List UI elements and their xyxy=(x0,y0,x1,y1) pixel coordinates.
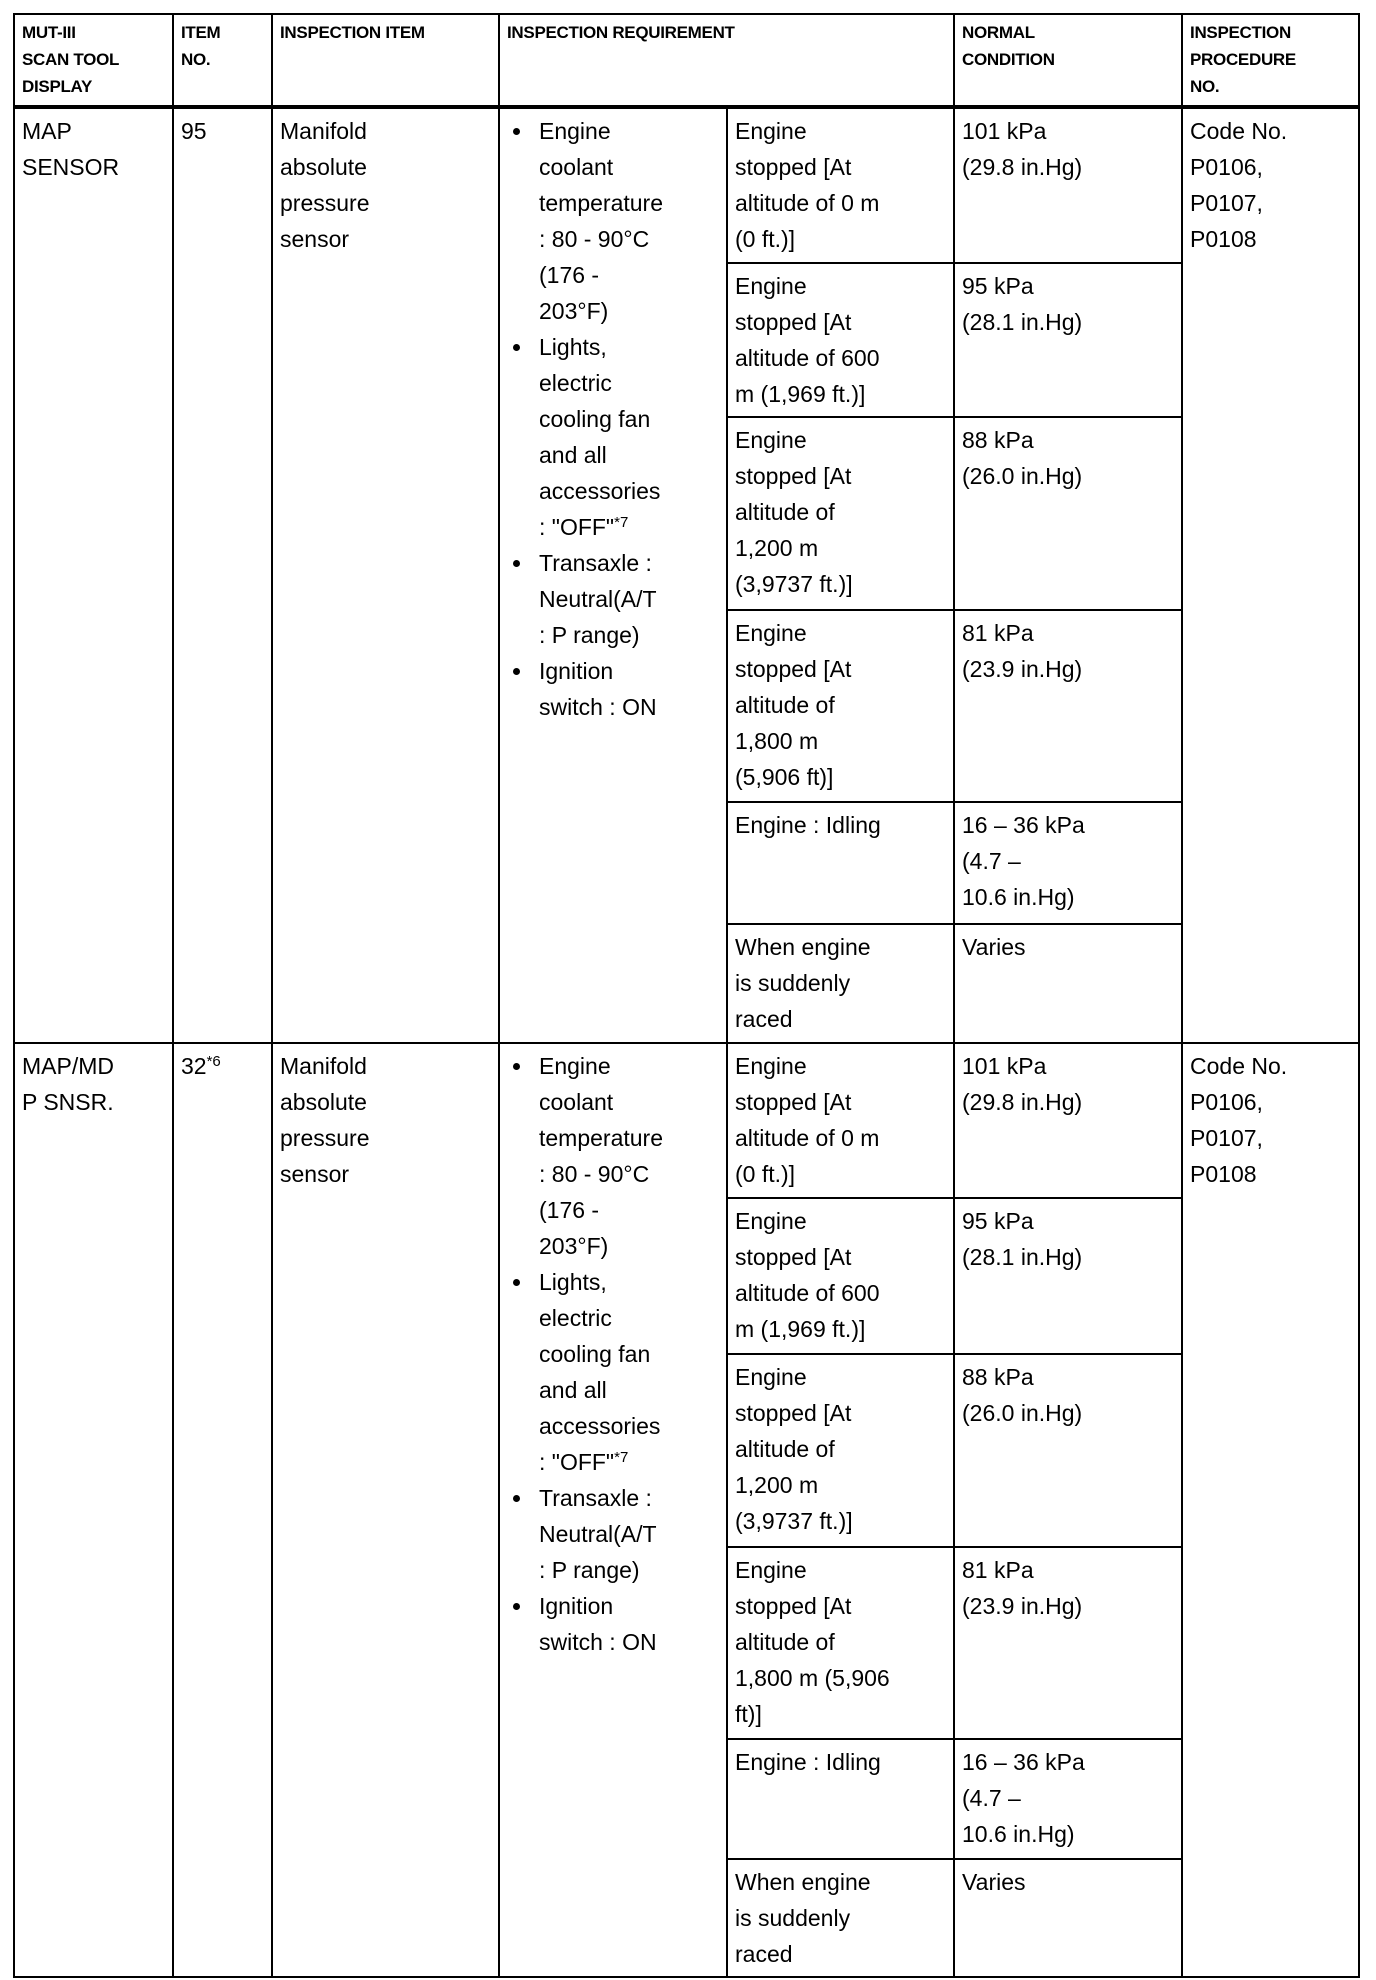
normal-condition: 101 kPa (29.8 in.Hg) xyxy=(953,1042,1184,1199)
inspection-item: Manifold absolute pressure sensor xyxy=(271,1042,500,1978)
normal-condition: 81 kPa (23.9 in.Hg) xyxy=(953,609,1184,803)
table-row: When engine is suddenly raced Varies xyxy=(14,923,1359,1044)
requirement-item: Lights, electric cooling fan and all acc… xyxy=(513,329,719,545)
procedure-no: Code No. P0106, P0107, P0108 xyxy=(1181,1042,1361,1978)
condition-state: Engine stopped [At altitude of 1,800 m (… xyxy=(725,609,956,803)
requirement-footnote: *7 xyxy=(614,514,629,531)
normal-condition: 16 – 36 kPa (4.7 – 10.6 in.Hg) xyxy=(953,801,1184,925)
requirement-item: Transaxle : Neutral(A/T : P range) xyxy=(513,1480,719,1588)
inspection-requirement-list: Engine coolant temperature : 80 - 90°C (… xyxy=(498,106,728,1044)
header-procedure-no: INSPECTION PROCEDURE NO. xyxy=(1181,13,1361,109)
condition-state: Engine stopped [At altitude of 1,200 m (… xyxy=(725,1353,956,1548)
condition-state: Engine stopped [At altitude of 600 m (1,… xyxy=(725,262,956,418)
condition-state: Engine : Idling xyxy=(725,1738,956,1860)
requirement-item: Engine coolant temperature : 80 - 90°C (… xyxy=(513,113,719,329)
condition-state: Engine stopped [At altitude of 600 m (1,… xyxy=(725,1197,956,1355)
item-no-value: 32 xyxy=(181,1053,207,1079)
normal-condition: Varies xyxy=(953,923,1184,1044)
requirement-item: Ignition switch : ON xyxy=(513,653,719,725)
normal-condition: 16 – 36 kPa (4.7 – 10.6 in.Hg) xyxy=(953,1738,1184,1860)
scan-tool-display: MAP/MD P SNSR. xyxy=(13,1042,174,1978)
inspection-table: MUT-III SCAN TOOL DISPLAY ITEM NO. INSPE… xyxy=(13,13,1361,1978)
header-inspection-item: INSPECTION ITEM xyxy=(271,13,500,109)
table-row: Engine stopped [At altitude of 1,200 m (… xyxy=(14,1353,1359,1548)
table-row: Engine stopped [At altitude of 600 m (1,… xyxy=(14,262,1359,418)
procedure-no: Code No. P0106, P0107, P0108 xyxy=(1181,106,1361,1044)
header-item-no: ITEM NO. xyxy=(172,13,273,109)
normal-condition: 95 kPa (28.1 in.Hg) xyxy=(953,1197,1184,1355)
table-row: Engine stopped [At altitude of 1,800 m (… xyxy=(14,1546,1359,1740)
condition-state: Engine stopped [At altitude of 0 m (0 ft… xyxy=(725,106,956,264)
normal-condition: 88 kPa (26.0 in.Hg) xyxy=(953,1353,1184,1548)
table-row: Engine : Idling 16 – 36 kPa (4.7 – 10.6 i… xyxy=(14,801,1359,925)
header-normal-condition: NORMAL CONDITION xyxy=(953,13,1184,109)
requirement-item: Transaxle : Neutral(A/T : P range) xyxy=(513,545,719,653)
item-no-footnote: *6 xyxy=(206,1053,221,1070)
table-row: When engine is suddenly raced Varies xyxy=(14,1858,1359,1978)
header-inspection-requirement: INSPECTION REQUIREMENT xyxy=(497,13,956,109)
normal-condition: 101 kPa (29.8 in.Hg) xyxy=(953,106,1184,264)
item-no-value: 95 xyxy=(181,118,207,144)
condition-state: Engine stopped [At altitude of 1,200 m (… xyxy=(725,416,956,611)
table-row: MAP/MD P SNSR. 32*6 Manifold absolute pres… xyxy=(13,1042,1361,1978)
table-row: Engine stopped [At altitude of 1,800 m (… xyxy=(14,609,1359,803)
inspection-requirement-list: Engine coolant temperature : 80 - 90°C (… xyxy=(498,1042,728,1978)
table-row: MAP SENSOR 95 Manifold absolute pressure s… xyxy=(13,106,1361,1044)
requirement-item: Lights, electric cooling fan and all acc… xyxy=(513,1264,719,1480)
condition-state: Engine : Idling xyxy=(725,801,956,925)
table-row: Engine stopped [At altitude of 1,200 m (… xyxy=(14,416,1359,611)
inspection-item: Manifold absolute pressure sensor xyxy=(271,106,500,1044)
requirement-item: Ignition switch : ON xyxy=(513,1588,719,1660)
normal-condition: 81 kPa (23.9 in.Hg) xyxy=(953,1546,1184,1740)
requirement-item: Engine coolant temperature : 80 - 90°C (… xyxy=(513,1048,719,1264)
scan-tool-display: MAP SENSOR xyxy=(13,106,174,1044)
condition-state: When engine is suddenly raced xyxy=(725,1858,956,1978)
table-row: Engine stopped [At altitude of 600 m (1,… xyxy=(14,1197,1359,1355)
requirement-footnote: *7 xyxy=(614,1449,629,1466)
condition-state: When engine is suddenly raced xyxy=(725,923,956,1044)
condition-state: Engine stopped [At altitude of 0 m (0 ft… xyxy=(725,1042,956,1199)
item-no: 32*6 xyxy=(172,1042,273,1978)
table-row: Engine : Idling 16 – 36 kPa (4.7 – 10.6 i… xyxy=(14,1738,1359,1860)
normal-condition: 88 kPa (26.0 in.Hg) xyxy=(953,416,1184,611)
header-display: MUT-III SCAN TOOL DISPLAY xyxy=(13,13,174,109)
header-row: MUT-III SCAN TOOL DISPLAY ITEM NO. INSPE… xyxy=(13,13,1361,109)
normal-condition: Varies xyxy=(953,1858,1184,1978)
item-no: 95 xyxy=(172,106,273,1044)
condition-state: Engine stopped [At altitude of 1,800 m (… xyxy=(725,1546,956,1740)
normal-condition: 95 kPa (28.1 in.Hg) xyxy=(953,262,1184,418)
